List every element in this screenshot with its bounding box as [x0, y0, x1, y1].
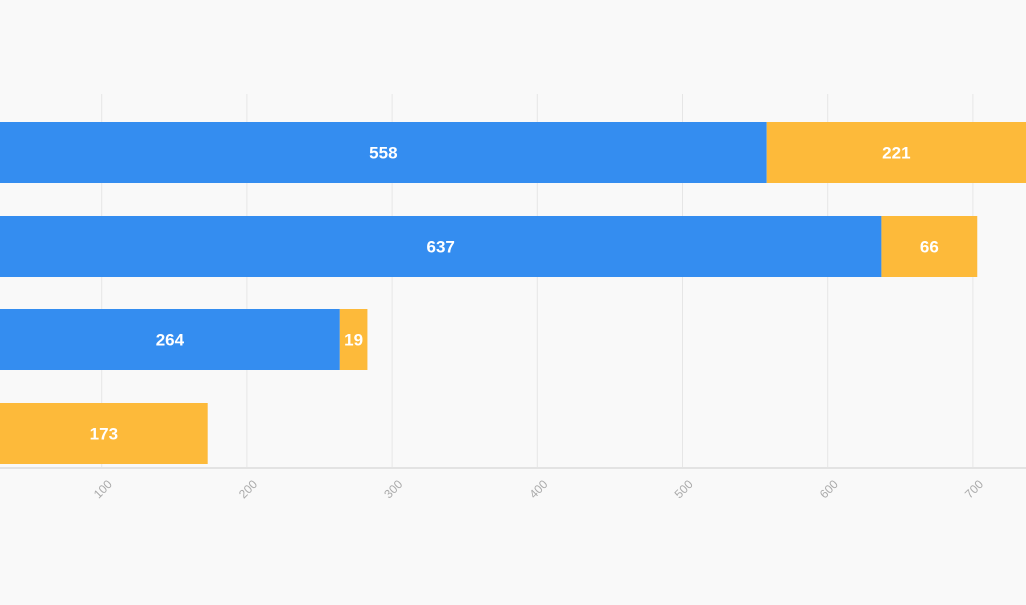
x-tick-label-500: 500	[672, 477, 696, 501]
bar-series2-row4	[0, 403, 208, 464]
bar-value-label-series2-row2: 66	[920, 238, 939, 257]
bar-series2-row1	[766, 122, 1026, 183]
bar-series1-row2	[0, 216, 882, 277]
bar-value-label-series2-row3: 19	[344, 331, 363, 350]
x-tick-label-400: 400	[526, 477, 550, 501]
x-tick-label-600: 600	[817, 477, 841, 501]
x-tick-label-300: 300	[381, 477, 405, 501]
x-tick-label-100: 100	[91, 477, 115, 501]
bar-value-label-series1-row2: 637	[427, 238, 455, 257]
bar-value-label-series2-row1: 221	[882, 144, 910, 163]
x-tick-label-700: 700	[962, 477, 986, 501]
bar-value-label-series1-row1: 558	[369, 144, 397, 163]
bar-series2-row3	[339, 309, 368, 370]
x-tick-label-200: 200	[236, 477, 260, 501]
bar-value-label-series2-row4: 173	[90, 425, 118, 444]
bar-series2-row2	[881, 216, 978, 277]
bar-series1-row1	[0, 122, 767, 183]
bar-value-label-series1-row3: 264	[156, 331, 185, 350]
bar-series1-row3	[0, 309, 340, 370]
